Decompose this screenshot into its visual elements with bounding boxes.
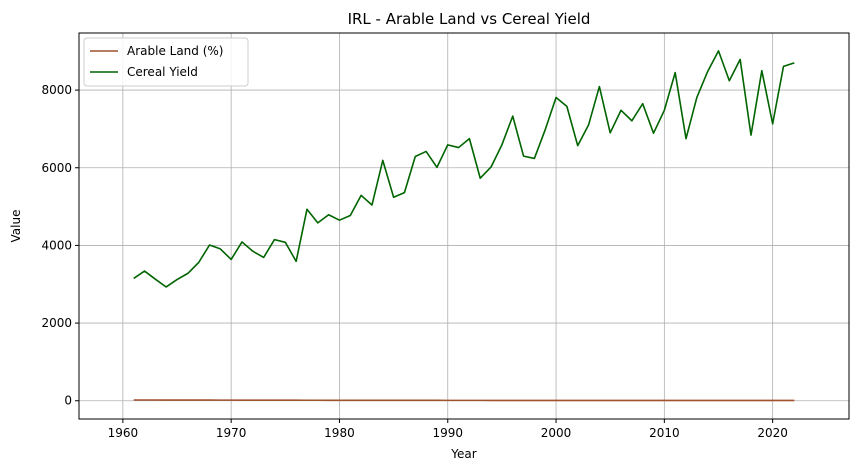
series-line-cereal-yield — [133, 50, 795, 288]
y-tick-label: 0 — [64, 394, 72, 408]
chart-title: IRL - Arable Land vs Cereal Yield — [348, 10, 591, 28]
x-axis: 1960 1970 1980 1990 2000 2010 2020 — [108, 419, 788, 440]
x-tick-label: 2020 — [757, 426, 788, 440]
y-tick-label: 2000 — [41, 316, 72, 330]
x-tick-label: 1980 — [324, 426, 355, 440]
y-axis: 0 2000 4000 6000 8000 — [41, 83, 79, 408]
x-tick-label: 2010 — [649, 426, 680, 440]
legend-label-arable-land: Arable Land (%) — [127, 44, 224, 58]
y-axis-label: Value — [9, 210, 23, 243]
plot-frame — [78, 32, 850, 420]
legend: Arable Land (%) Cereal Yield — [83, 37, 249, 87]
series-lines — [133, 50, 795, 402]
x-tick-label: 2000 — [541, 426, 572, 440]
y-tick-label: 4000 — [41, 238, 72, 252]
y-tick-label: 8000 — [41, 83, 72, 97]
x-tick-label: 1960 — [108, 426, 139, 440]
x-axis-label: Year — [450, 447, 476, 461]
x-tick-label: 1990 — [432, 426, 463, 440]
x-tick-label: 1970 — [216, 426, 247, 440]
y-tick-label: 6000 — [41, 161, 72, 175]
legend-label-cereal-yield: Cereal Yield — [127, 65, 198, 79]
legend-box — [83, 37, 249, 87]
